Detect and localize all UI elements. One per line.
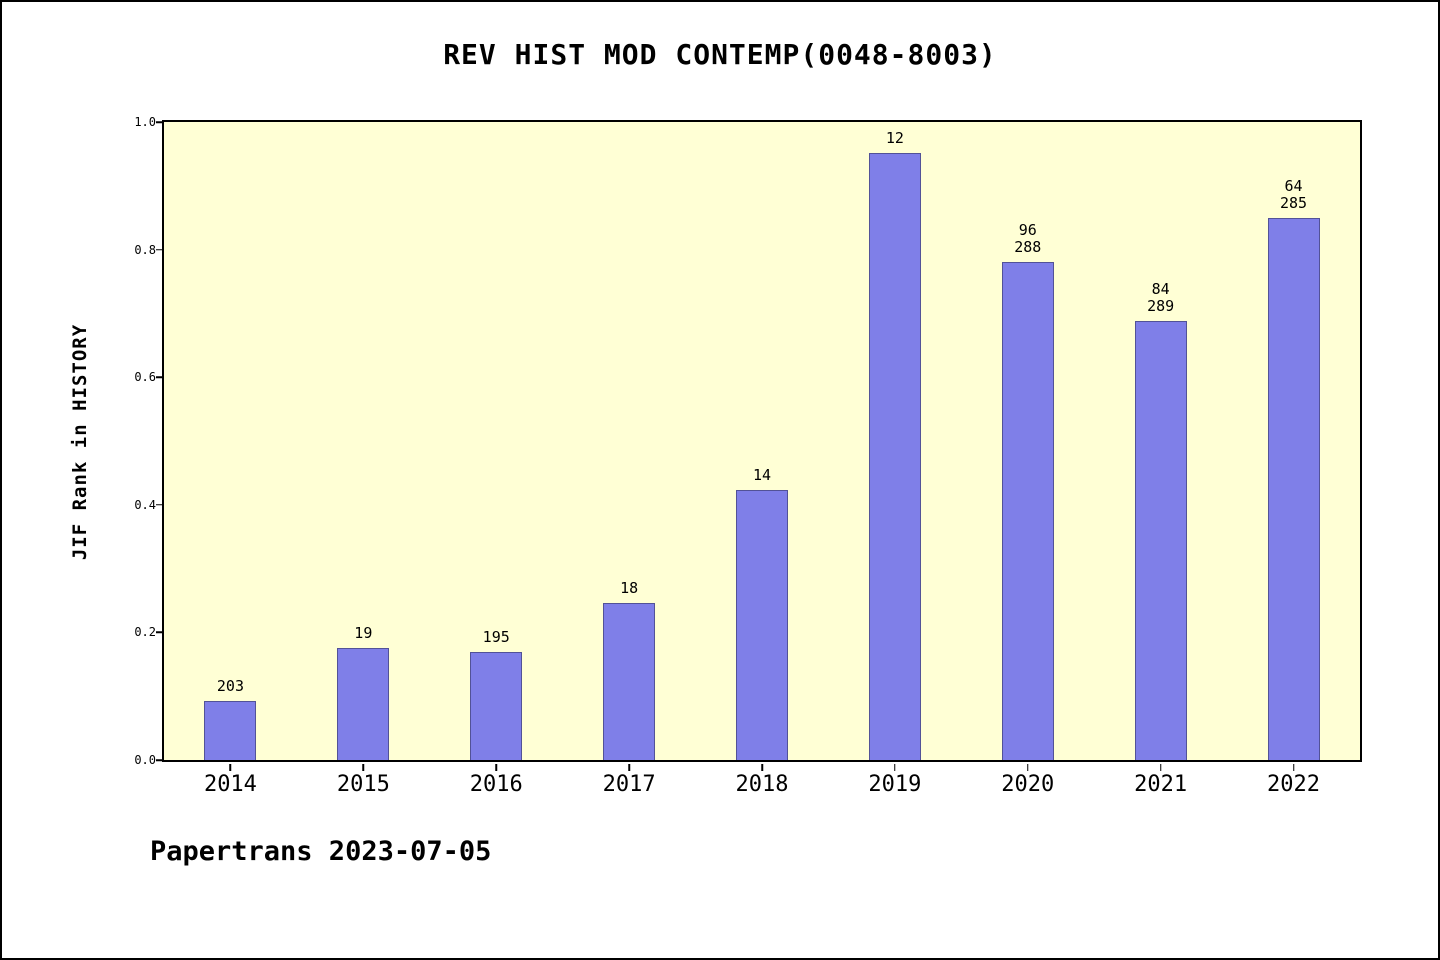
watermark-text: Papertrans 2023-07-05 [150,836,492,867]
bar-2018 [736,490,788,760]
bar-value-label: 96 288 [1014,221,1042,257]
x-tick-mark [495,764,497,771]
x-tick-label: 2020 [1001,772,1055,797]
bar-value-label: 12 [885,128,904,147]
y-tick-label: 0.4 [134,497,156,512]
bar-value-label: 203 [216,676,244,695]
y-tick-label: 1.0 [134,115,156,129]
bar-value-label: 64 285 [1280,177,1308,213]
x-tick-label: 2016 [469,772,523,797]
y-axis-label: JIF Rank in HISTORY [69,323,91,561]
y-tick-mark [156,376,164,378]
bar-2019 [868,152,921,760]
y-tick-mark [156,631,164,634]
x-tick-mark [628,764,630,771]
plot-area: 0.0 0.2 0.4 0.6 0.8 1.0 203 2014 19 2015 195 2016 18… [134,115,1362,797]
bar-2020 [1001,262,1054,760]
bar-2015 [337,647,390,760]
x-tick-label: 2019 [868,772,922,797]
x-tick-label: 2014 [203,772,257,797]
x-tick-mark [761,764,763,771]
y-tick-mark [156,504,164,506]
x-tick-mark [1159,764,1162,771]
y-tick-label: 0.0 [134,753,156,767]
bar-value-label: 14 [752,466,772,485]
bar-2016 [470,651,523,760]
x-tick-mark [894,764,896,771]
x-tick-label: 2022 [1267,772,1321,797]
x-tick-mark [229,764,232,771]
y-tick-mark [156,759,164,761]
y-tick-mark [156,248,164,251]
bar-2022 [1267,218,1320,760]
x-tick-mark [1292,764,1295,771]
x-tick-mark [1027,764,1029,771]
x-tick-label: 2015 [336,772,390,797]
y-tick-label: 0.2 [134,625,156,640]
bar-value-label: 195 [482,627,510,646]
y-tick-mark [156,121,164,123]
x-tick-label: 2021 [1134,772,1188,797]
bar-2021 [1134,321,1187,760]
x-tick-label: 2017 [602,772,656,797]
y-tick-label: 0.8 [134,242,156,257]
bar-2017 [603,603,656,760]
bar-2014 [204,700,257,760]
x-tick-label: 2018 [735,772,789,797]
x-tick-mark [362,764,365,771]
bar-value-label: 18 [620,579,639,598]
y-tick-label: 0.6 [134,370,156,385]
chart-title: REV HIST MOD CONTEMP(0048-8003) [443,38,997,71]
bar-value-label: 19 [354,623,373,642]
bar-value-label: 84 289 [1147,280,1175,316]
